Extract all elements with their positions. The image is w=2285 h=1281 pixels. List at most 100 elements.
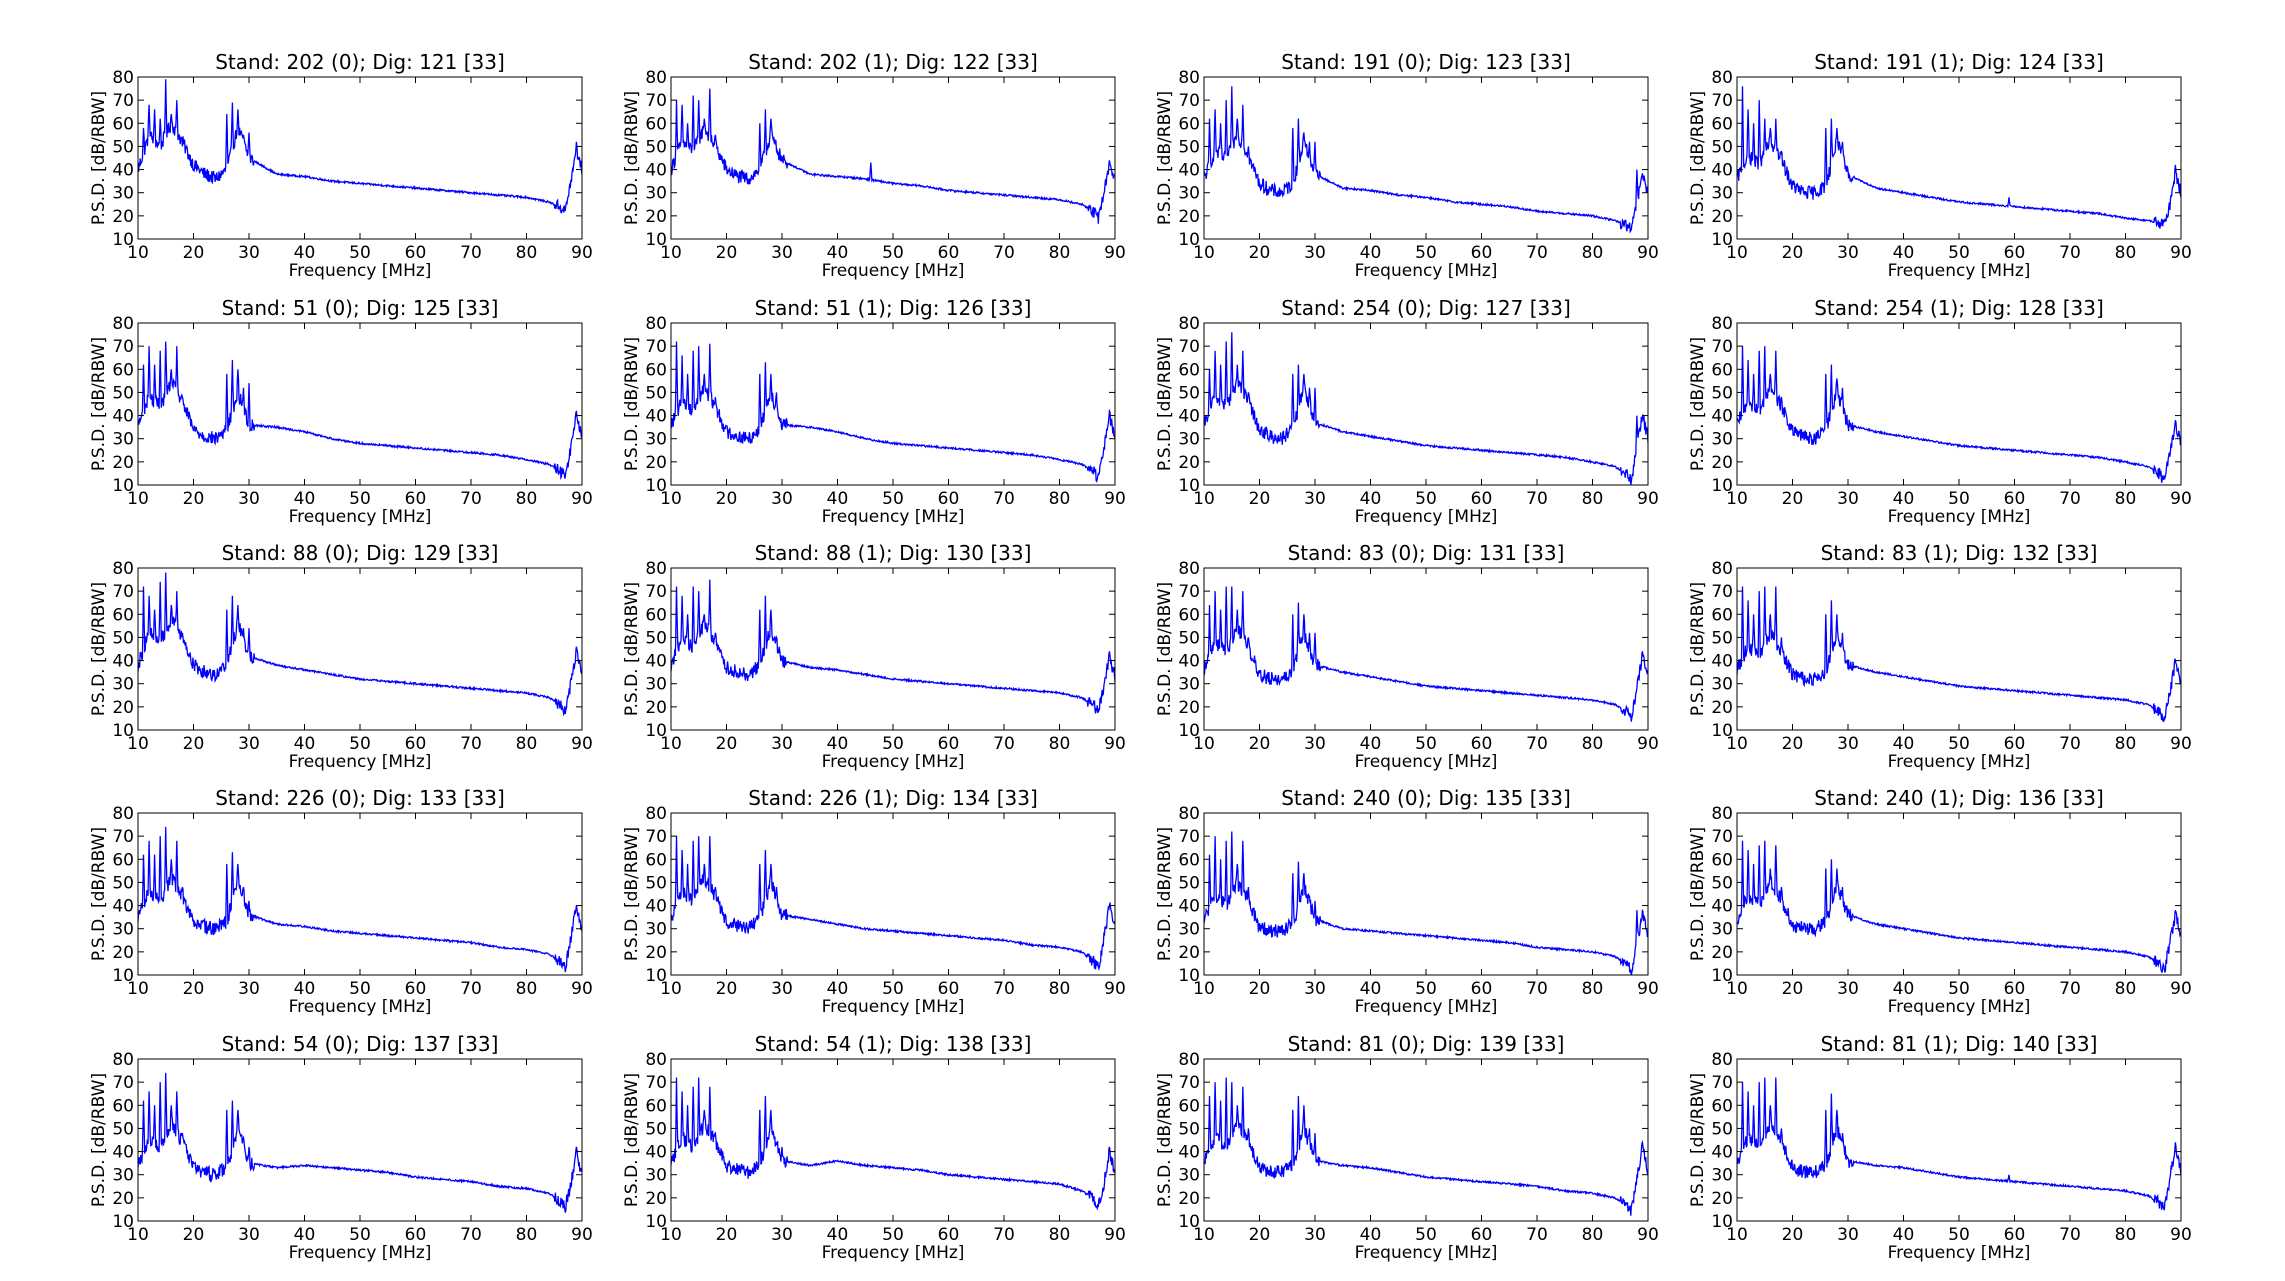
x-axis-label: Frequency [MHz] bbox=[822, 507, 965, 527]
y-tick-label: 30 bbox=[1178, 675, 1200, 695]
y-tick-label: 70 bbox=[645, 91, 667, 111]
y-tick-label: 30 bbox=[1711, 430, 1733, 450]
y-tick-label: 80 bbox=[1711, 1050, 1733, 1070]
y-tick-label: 10 bbox=[112, 476, 134, 496]
y-tick-label: 50 bbox=[645, 873, 667, 893]
spectrum-trace bbox=[1204, 831, 1648, 975]
y-tick-label: 50 bbox=[112, 137, 134, 157]
y-tick-label: 10 bbox=[1711, 1212, 1733, 1232]
y-axis-label: P.S.D. [dB/RBW] bbox=[1688, 1073, 1708, 1207]
y-tick-label: 30 bbox=[645, 920, 667, 940]
y-tick-label: 20 bbox=[645, 1189, 667, 1209]
x-tick-label: 60 bbox=[938, 243, 960, 263]
x-tick-label: 30 bbox=[238, 1225, 260, 1245]
subplot-title: Stand: 240 (1); Dig: 136 [33] bbox=[1814, 786, 2104, 810]
x-tick-label: 10 bbox=[127, 243, 149, 263]
x-tick-label: 40 bbox=[827, 734, 849, 754]
spectrum-trace bbox=[671, 341, 1115, 483]
x-tick-label: 60 bbox=[405, 734, 427, 754]
y-tick-label: 70 bbox=[645, 1073, 667, 1093]
y-tick-label: 70 bbox=[112, 91, 134, 111]
subplot-15: 10 20 30 40 50 60 70 80 90 10 20 30 40 50 60 70 80 Stand:… bbox=[1155, 786, 1659, 1017]
y-tick-label: 40 bbox=[1178, 407, 1200, 427]
y-tick-label: 30 bbox=[645, 1166, 667, 1186]
x-tick-label: 10 bbox=[1726, 979, 1748, 999]
y-tick-label: 20 bbox=[112, 943, 134, 963]
x-tick-label: 30 bbox=[1837, 1225, 1859, 1245]
x-tick-label: 30 bbox=[1304, 979, 1326, 999]
spectrum-trace bbox=[1204, 86, 1648, 234]
y-tick-label: 10 bbox=[1178, 1212, 1200, 1232]
y-tick-label: 40 bbox=[112, 652, 134, 672]
y-tick-label: 20 bbox=[1711, 1189, 1733, 1209]
subplot-17: 10 20 30 40 50 60 70 80 90 10 20 30 40 50 60 70 80 Stand:… bbox=[89, 1032, 593, 1263]
y-tick-label: 40 bbox=[112, 897, 134, 917]
x-tick-label: 60 bbox=[1471, 734, 1493, 754]
x-tick-label: 80 bbox=[1049, 979, 1071, 999]
x-tick-label: 20 bbox=[716, 489, 738, 509]
x-tick-label: 20 bbox=[1249, 734, 1271, 754]
y-axis-label: P.S.D. [dB/RBW] bbox=[89, 1073, 109, 1207]
x-tick-label: 20 bbox=[183, 734, 205, 754]
x-tick-label: 60 bbox=[2004, 979, 2026, 999]
y-tick-label: 80 bbox=[112, 314, 134, 334]
y-tick-label: 70 bbox=[112, 1073, 134, 1093]
subplot-title: Stand: 202 (0); Dig: 121 [33] bbox=[215, 50, 505, 74]
x-tick-label: 40 bbox=[1360, 489, 1382, 509]
x-tick-label: 80 bbox=[516, 979, 538, 999]
x-tick-label: 10 bbox=[1726, 489, 1748, 509]
y-tick-label: 20 bbox=[1178, 943, 1200, 963]
x-tick-label: 10 bbox=[660, 243, 682, 263]
x-tick-label: 30 bbox=[1304, 1225, 1326, 1245]
subplot-19: 10 20 30 40 50 60 70 80 90 10 20 30 40 50 60 70 80 Stand:… bbox=[1155, 1032, 1659, 1263]
x-tick-label: 70 bbox=[993, 734, 1015, 754]
y-tick-label: 70 bbox=[1711, 827, 1733, 847]
y-tick-label: 30 bbox=[1711, 1166, 1733, 1186]
x-tick-label: 90 bbox=[1104, 243, 1126, 263]
y-tick-label: 80 bbox=[1711, 314, 1733, 334]
y-tick-label: 80 bbox=[112, 1050, 134, 1070]
y-tick-label: 60 bbox=[1711, 360, 1733, 380]
x-tick-label: 60 bbox=[405, 243, 427, 263]
x-tick-label: 30 bbox=[1837, 734, 1859, 754]
y-tick-label: 20 bbox=[645, 453, 667, 473]
y-tick-label: 70 bbox=[1178, 91, 1200, 111]
x-tick-label: 50 bbox=[1948, 979, 1970, 999]
y-axis-label: P.S.D. [dB/RBW] bbox=[622, 1073, 642, 1207]
y-tick-label: 70 bbox=[1178, 1073, 1200, 1093]
x-axis-label: Frequency [MHz] bbox=[1888, 507, 2031, 527]
x-axis-label: Frequency [MHz] bbox=[289, 997, 432, 1017]
spectrum-trace bbox=[1737, 1077, 2181, 1211]
y-axis-label: P.S.D. [dB/RBW] bbox=[89, 337, 109, 471]
y-tick-label: 60 bbox=[1178, 114, 1200, 134]
x-tick-label: 70 bbox=[1526, 734, 1548, 754]
x-tick-label: 80 bbox=[516, 243, 538, 263]
subplot-title: Stand: 81 (0); Dig: 139 [33] bbox=[1288, 1032, 1565, 1056]
y-tick-label: 60 bbox=[645, 360, 667, 380]
x-tick-label: 60 bbox=[1471, 243, 1493, 263]
spectrum-trace bbox=[671, 88, 1115, 224]
x-tick-label: 40 bbox=[1360, 734, 1382, 754]
x-tick-label: 70 bbox=[993, 489, 1015, 509]
y-tick-label: 10 bbox=[112, 966, 134, 986]
spectrum-trace bbox=[671, 836, 1115, 972]
spectrum-trace bbox=[671, 1077, 1115, 1211]
y-axis-label: P.S.D. [dB/RBW] bbox=[89, 827, 109, 961]
y-tick-label: 80 bbox=[645, 314, 667, 334]
y-tick-label: 80 bbox=[112, 804, 134, 824]
y-tick-label: 80 bbox=[1178, 559, 1200, 579]
spectrum-trace bbox=[138, 341, 582, 481]
y-tick-label: 60 bbox=[1711, 1096, 1733, 1116]
x-tick-label: 80 bbox=[2115, 489, 2137, 509]
x-tick-label: 60 bbox=[938, 979, 960, 999]
x-tick-label: 50 bbox=[349, 734, 371, 754]
x-tick-label: 80 bbox=[1582, 243, 1604, 263]
x-axis-label: Frequency [MHz] bbox=[289, 507, 432, 527]
x-tick-label: 10 bbox=[660, 734, 682, 754]
x-tick-label: 50 bbox=[1948, 734, 1970, 754]
subplot-title: Stand: 51 (1); Dig: 126 [33] bbox=[755, 296, 1032, 320]
x-tick-label: 30 bbox=[771, 1225, 793, 1245]
x-tick-label: 20 bbox=[716, 243, 738, 263]
